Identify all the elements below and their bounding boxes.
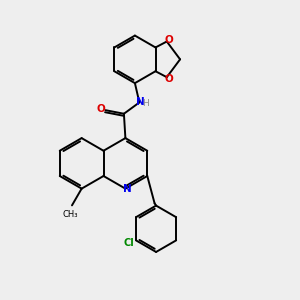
Text: O: O [165,74,173,84]
Text: N: N [136,97,144,107]
Text: H: H [142,99,149,108]
Text: O: O [165,35,173,45]
Text: N: N [122,184,131,194]
Text: CH₃: CH₃ [63,209,78,218]
Text: Cl: Cl [124,238,134,248]
Text: O: O [96,104,105,114]
